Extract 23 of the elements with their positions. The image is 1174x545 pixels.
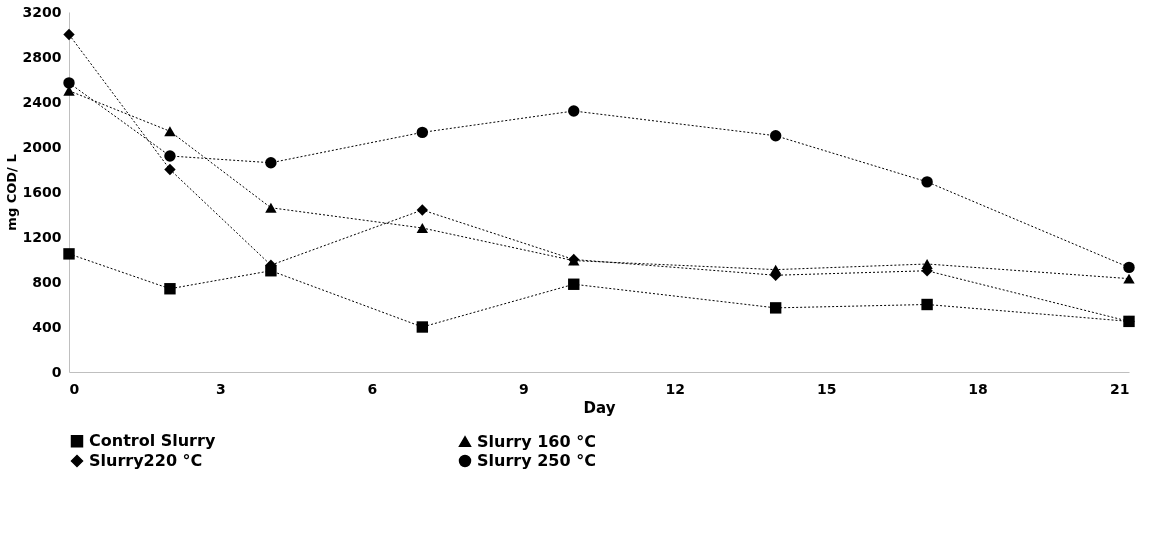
y-tick-label: 2000 [22, 138, 62, 155]
legend-label: Slurry 250 °C [477, 451, 596, 470]
y-tick-label: 3200 [22, 3, 62, 20]
x-tick-label: 21 [1110, 380, 1130, 397]
legend-label: Control Slurry [89, 431, 216, 451]
x-tick-label: 0 [69, 380, 80, 397]
x-tick-label: 12 [665, 380, 685, 397]
y-tick-label: 800 [32, 273, 62, 290]
y-tick-label: 2400 [22, 93, 62, 110]
y-tick-label: 1600 [22, 183, 62, 200]
x-tick-label: 6 [367, 380, 378, 397]
y-axis-title: mg COD/ L [3, 154, 19, 231]
x-tick-label: 9 [518, 380, 529, 397]
legend-label: Slurry 160 °C [477, 431, 596, 451]
x-tick-label: 18 [968, 380, 988, 397]
x-tick-label: 3 [216, 380, 226, 397]
legend-label: Slurry220 °C [89, 451, 203, 470]
x-axis-title: Day [583, 398, 616, 417]
y-tick-label: 400 [32, 318, 62, 335]
y-tick-label: 0 [51, 363, 62, 380]
y-tick-label: 2800 [22, 48, 62, 65]
x-tick-label: 15 [816, 380, 837, 397]
y-tick-label: 1200 [22, 228, 62, 245]
